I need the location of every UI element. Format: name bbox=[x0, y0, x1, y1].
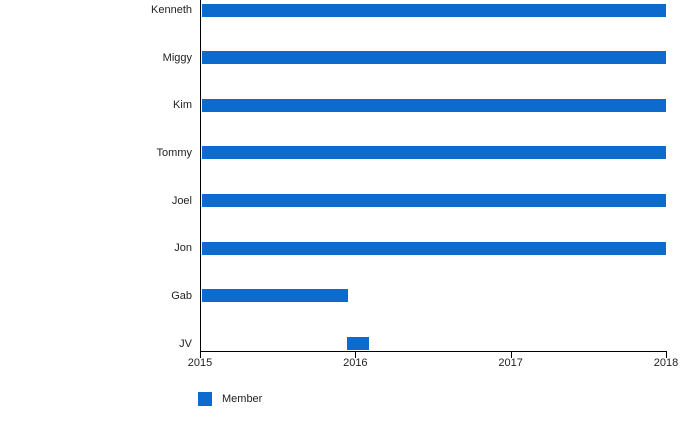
bar-kim bbox=[201, 98, 666, 112]
bar-kenneth bbox=[201, 3, 666, 17]
y-label-kenneth: Kenneth bbox=[151, 4, 192, 16]
x-tick-label-2015: 2015 bbox=[187, 357, 213, 369]
y-label-jv: JV bbox=[179, 337, 192, 350]
y-label-joel: Joel bbox=[171, 194, 192, 207]
y-label-kim: Kim bbox=[173, 99, 192, 112]
x-tick-label-2017: 2017 bbox=[498, 357, 523, 369]
y-label-jon: Jon bbox=[174, 242, 192, 255]
bar-tommy bbox=[201, 146, 666, 160]
bar-miggy bbox=[201, 51, 666, 65]
bar-gab bbox=[201, 289, 348, 303]
legend-swatch-member bbox=[198, 392, 212, 406]
x-tick-label-2018: 2018 bbox=[653, 357, 679, 369]
x-tick-2016 bbox=[355, 352, 357, 358]
y-label-gab: Gab bbox=[171, 289, 192, 302]
legend-label: Member bbox=[222, 393, 263, 405]
y-label-tommy: Tommy bbox=[156, 146, 192, 159]
bar-joel bbox=[201, 194, 666, 208]
y-label-miggy: Miggy bbox=[162, 51, 192, 64]
x-tick-2018 bbox=[666, 352, 667, 358]
x-axis-line bbox=[200, 351, 667, 352]
x-tick-2017 bbox=[510, 352, 512, 358]
y-axis-line bbox=[200, 0, 201, 358]
x-tick-label-2016: 2016 bbox=[343, 357, 368, 369]
legend: Member bbox=[198, 392, 262, 406]
bar-jv bbox=[346, 337, 370, 351]
bar-jon bbox=[201, 241, 666, 255]
x-tick-2015 bbox=[200, 352, 201, 358]
